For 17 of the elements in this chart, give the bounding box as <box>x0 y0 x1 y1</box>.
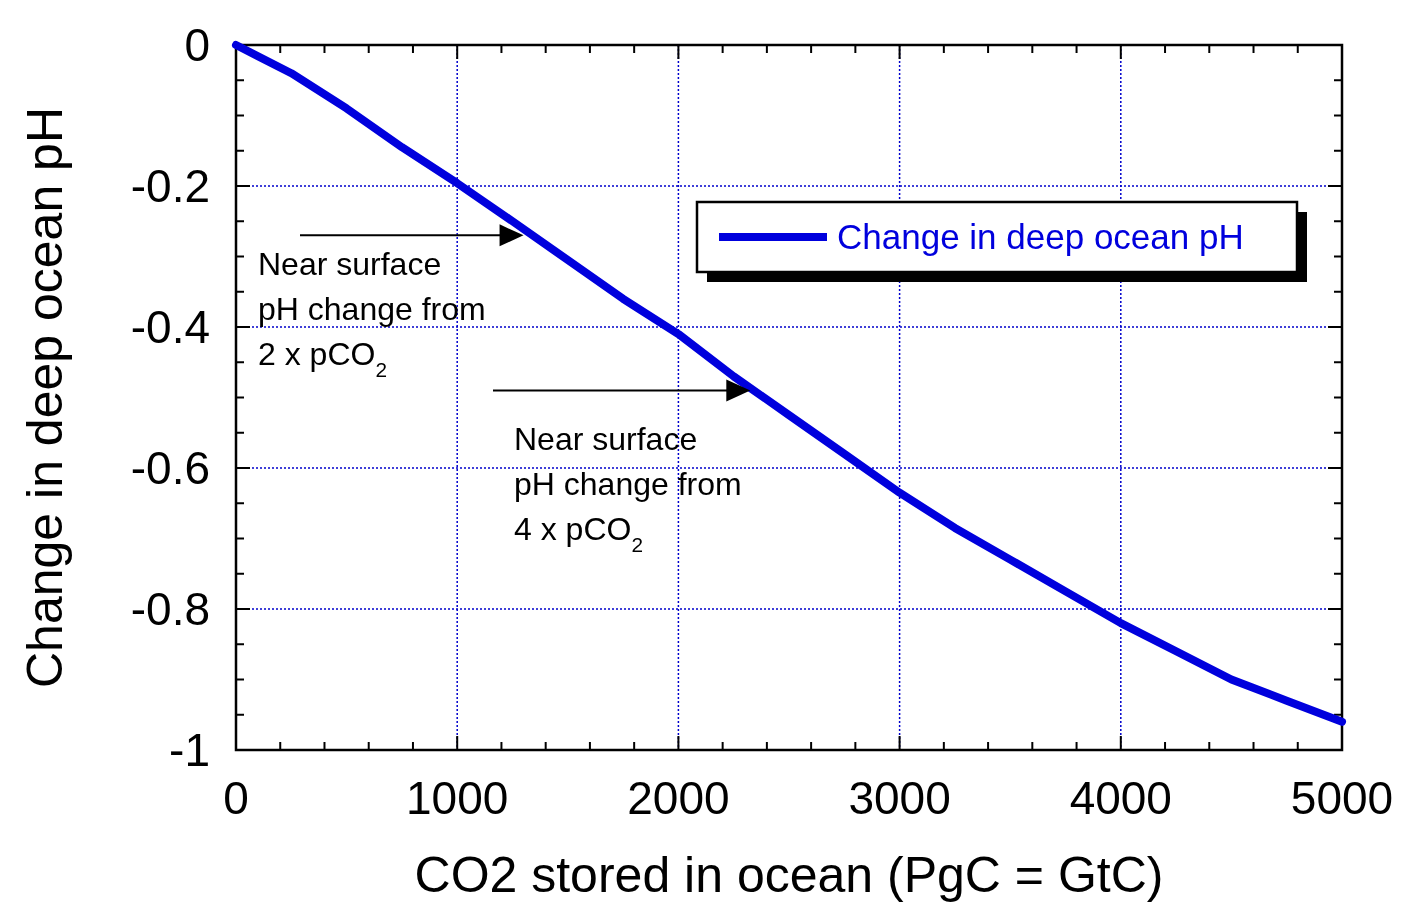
x-tick-label: 2000 <box>627 772 730 824</box>
y-tick-label: -0.8 <box>130 583 210 635</box>
y-tick-label: -0.2 <box>130 160 210 212</box>
x-tick-label: 3000 <box>848 772 951 824</box>
annotation: Near surface pH change from 2 x pCO$_{2}$ <box>258 246 486 381</box>
legend-label: Change in deep ocean pH <box>837 217 1244 256</box>
x-axis-title: CO2 stored in ocean (PgC = GtC) <box>414 847 1164 903</box>
annotation: Near surface pH change from 4 x pCO$_{2}$ <box>514 421 742 556</box>
y-tick-label: -0.4 <box>130 301 210 353</box>
y-tick-label: -0.6 <box>130 442 210 494</box>
x-tick-label: 4000 <box>1069 772 1172 824</box>
y-tick-label: -1 <box>169 724 210 776</box>
y-axis-title: Change in deep ocean pH <box>17 106 73 689</box>
x-tick-label: 5000 <box>1290 772 1394 824</box>
x-tick-label: 0 <box>223 772 249 824</box>
x-tick-label: 1000 <box>406 772 509 824</box>
y-tick-label: 0 <box>184 19 210 71</box>
